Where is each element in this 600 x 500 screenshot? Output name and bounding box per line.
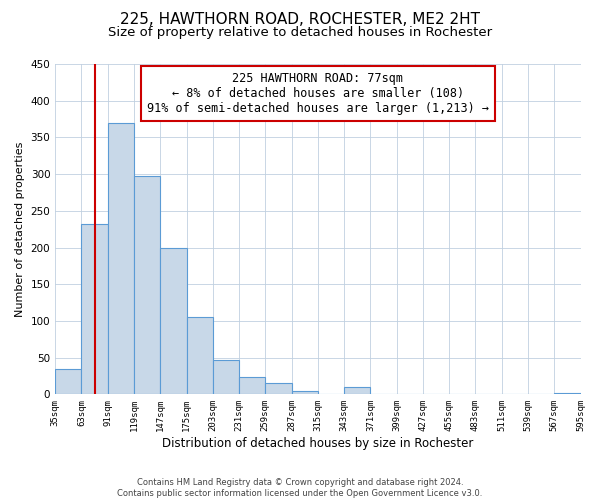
Text: 225, HAWTHORN ROAD, ROCHESTER, ME2 2HT: 225, HAWTHORN ROAD, ROCHESTER, ME2 2HT xyxy=(120,12,480,28)
Bar xyxy=(134,176,160,394)
Bar xyxy=(187,318,213,394)
Text: Contains HM Land Registry data © Crown copyright and database right 2024.
Contai: Contains HM Land Registry data © Crown c… xyxy=(118,478,482,498)
Bar xyxy=(108,122,134,394)
Text: Size of property relative to detached houses in Rochester: Size of property relative to detached ho… xyxy=(108,26,492,39)
Bar xyxy=(160,248,187,394)
Bar xyxy=(554,393,581,394)
Bar xyxy=(292,392,318,394)
Text: 225 HAWTHORN ROAD: 77sqm
← 8% of detached houses are smaller (108)
91% of semi-d: 225 HAWTHORN ROAD: 77sqm ← 8% of detache… xyxy=(147,72,489,116)
X-axis label: Distribution of detached houses by size in Rochester: Distribution of detached houses by size … xyxy=(162,437,473,450)
Bar xyxy=(82,224,108,394)
Bar xyxy=(55,368,82,394)
Bar xyxy=(344,387,370,394)
Bar xyxy=(213,360,239,394)
Y-axis label: Number of detached properties: Number of detached properties xyxy=(15,142,25,317)
Bar xyxy=(265,382,292,394)
Bar xyxy=(239,378,265,394)
